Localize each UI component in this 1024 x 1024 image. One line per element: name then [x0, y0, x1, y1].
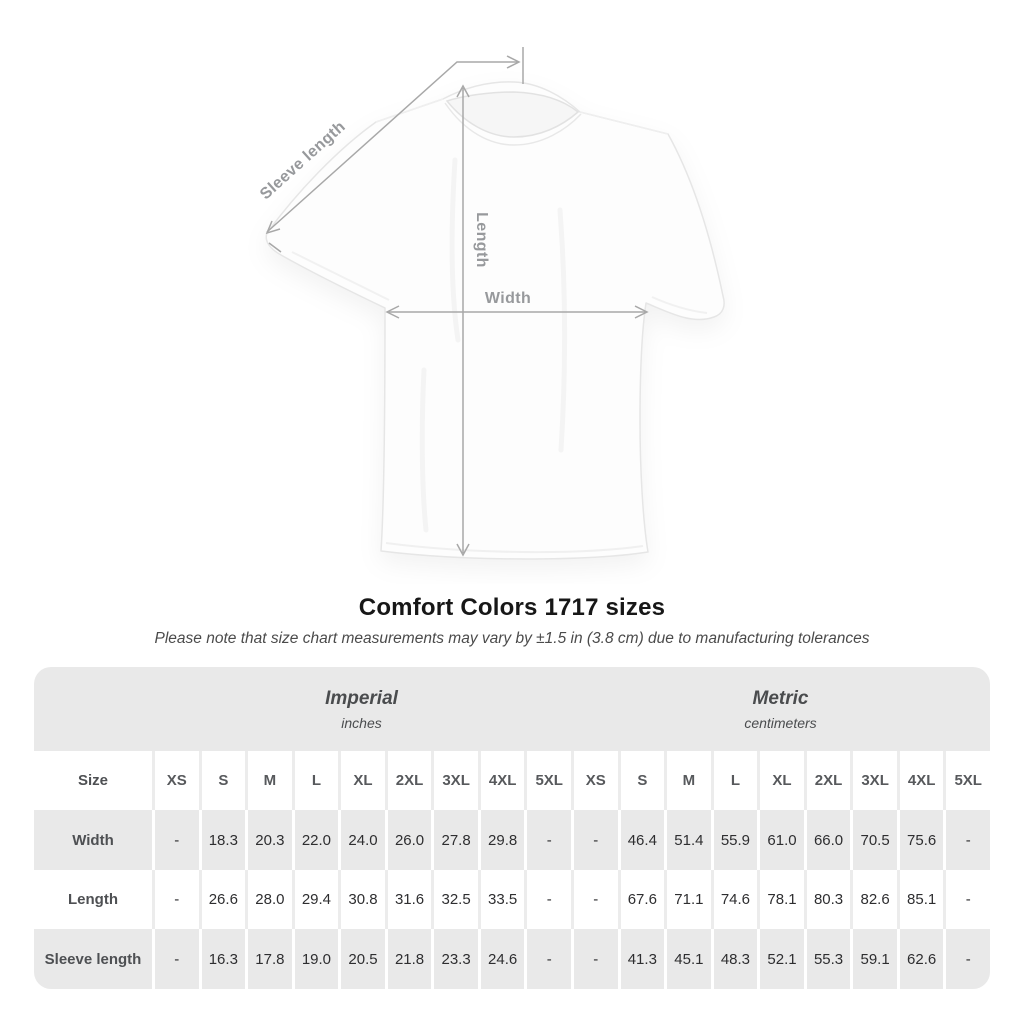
table-row-sleeve-length: Sleeve length -16.3 17.8 19.0 20.5 21.8 23.3 24…	[34, 929, 990, 989]
value-cell: 67.6	[617, 870, 665, 929]
length-label: Length	[473, 212, 490, 268]
value-cell: 23.3	[431, 929, 478, 989]
value-cell: 55.3	[803, 929, 851, 989]
value-cell: 51.4	[664, 810, 711, 870]
metric-unit: centimeters	[744, 714, 817, 731]
size-header-metric-4xl: 4XL	[896, 751, 944, 810]
dimension-lines	[265, 47, 649, 557]
value-cell: 22.0	[291, 810, 339, 870]
size-header-imperial-2xl: 2XL	[384, 751, 432, 810]
value-cell: 27.8	[431, 810, 478, 870]
value-cell: 24.0	[338, 810, 385, 870]
size-header-imperial-m: M	[245, 751, 292, 810]
value-cell: 85.1	[896, 870, 944, 929]
size-header-imperial-xs: XS	[152, 751, 199, 810]
value-cell: -	[524, 810, 571, 870]
value-cell: 29.4	[291, 870, 339, 929]
value-cell: 26.0	[384, 810, 432, 870]
size-header-imperial-4xl: 4XL	[477, 751, 525, 810]
value-cell: 31.6	[384, 870, 432, 929]
value-cell: 52.1	[757, 929, 804, 989]
value-cell: 41.3	[617, 929, 665, 989]
tolerance-note: Please note that size chart measurements…	[154, 630, 870, 647]
table-row-length: Length -26.6 28.0 29.4 30.8 31.6 32.5 33.5- -67.…	[34, 870, 990, 929]
value-cell: 55.9	[710, 810, 758, 870]
value-cell: -	[152, 810, 199, 870]
unit-header-band: Imperial inches Metric centimeters	[34, 667, 990, 751]
size-header-metric-m: M	[664, 751, 711, 810]
value-cell: 70.5	[850, 810, 897, 870]
value-cell: -	[571, 810, 618, 870]
tshirt-graphic: Width Length Sleeve length	[257, 47, 725, 560]
value-cell: 33.5	[477, 870, 525, 929]
value-cell: 28.0	[245, 870, 292, 929]
size-header-metric-2xl: 2XL	[803, 751, 851, 810]
page-title: Comfort Colors 1717 sizes	[358, 594, 666, 621]
value-cell: -	[943, 870, 990, 929]
value-cell: 21.8	[384, 929, 432, 989]
value-cell: 16.3	[198, 929, 246, 989]
value-cell: 46.4	[617, 810, 665, 870]
value-cell: 20.3	[245, 810, 292, 870]
row-label: Length	[68, 891, 118, 908]
size-header-metric-xl: XL	[757, 751, 804, 810]
sleeve-dimension-line	[266, 61, 518, 233]
value-cell: -	[524, 870, 571, 929]
value-cell: 17.8	[245, 929, 292, 989]
size-header-metric-5xl: 5XL	[943, 751, 990, 810]
table-row-width: Width -18.3 20.3 22.0 24.0 26.0 27.8 29.8- -46.4…	[34, 810, 990, 870]
imperial-unit: inches	[341, 714, 382, 731]
table-body: Width -18.3 20.3 22.0 24.0 26.0 27.8 29.8- -46.4…	[34, 810, 990, 989]
size-header-metric-s: S	[617, 751, 665, 810]
value-cell: 59.1	[850, 929, 897, 989]
value-cell: 80.3	[803, 870, 851, 929]
tshirt-icon	[265, 81, 725, 560]
value-cell: 24.6	[477, 929, 525, 989]
value-cell: -	[943, 810, 990, 870]
value-cell: 32.5	[431, 870, 478, 929]
row-label: Width	[72, 831, 114, 849]
size-header-imperial-s: S	[198, 751, 246, 810]
value-cell: -	[152, 870, 199, 929]
row-label: Sleeve length	[44, 950, 142, 968]
size-header-imperial-5xl: 5XL	[524, 751, 571, 810]
size-header-row: Size XS S M L XL 2XL 3XL 4XL 5XL XS S M L XL 2XL 3XL 4XL 5…	[34, 751, 990, 810]
value-cell: 61.0	[757, 810, 804, 870]
size-header-imperial-l: L	[291, 751, 339, 810]
value-cell: 26.6	[198, 870, 246, 929]
value-cell: 20.5	[338, 929, 385, 989]
value-cell: 19.0	[291, 929, 339, 989]
value-cell: 74.6	[710, 870, 758, 929]
size-chart-table: Imperial inches Metric centimeters Size X…	[34, 667, 990, 989]
value-cell: 62.6	[896, 929, 944, 989]
imperial-section-header: Imperial inches	[152, 667, 571, 751]
metric-section-header: Metric centimeters	[571, 667, 990, 751]
imperial-title: Imperial	[325, 687, 398, 709]
size-header-metric-l: L	[710, 751, 758, 810]
tshirt-diagram: Width Length Sleeve length	[257, 47, 725, 560]
value-cell: -	[571, 870, 618, 929]
size-corner-label: Size	[77, 772, 108, 789]
value-cell: -	[571, 929, 618, 989]
value-cell: 75.6	[896, 810, 944, 870]
value-cell: 29.8	[477, 810, 525, 870]
value-cell: 30.8	[338, 870, 385, 929]
value-cell: 78.1	[757, 870, 804, 929]
value-cell: 48.3	[710, 929, 758, 989]
size-header-imperial-3xl: 3XL	[431, 751, 478, 810]
value-cell: 45.1	[664, 929, 711, 989]
value-cell: -	[524, 929, 571, 989]
metric-title: Metric	[752, 687, 809, 709]
value-cell: 66.0	[803, 810, 851, 870]
size-header-metric-3xl: 3XL	[850, 751, 897, 810]
value-cell: 71.1	[664, 870, 711, 929]
width-label: Width	[485, 290, 531, 307]
value-cell: 82.6	[850, 870, 897, 929]
size-header-imperial-xl: XL	[338, 751, 385, 810]
value-cell: -	[152, 929, 199, 989]
value-cell: -	[943, 929, 990, 989]
value-cell: 18.3	[198, 810, 246, 870]
size-header-metric-xs: XS	[571, 751, 618, 810]
